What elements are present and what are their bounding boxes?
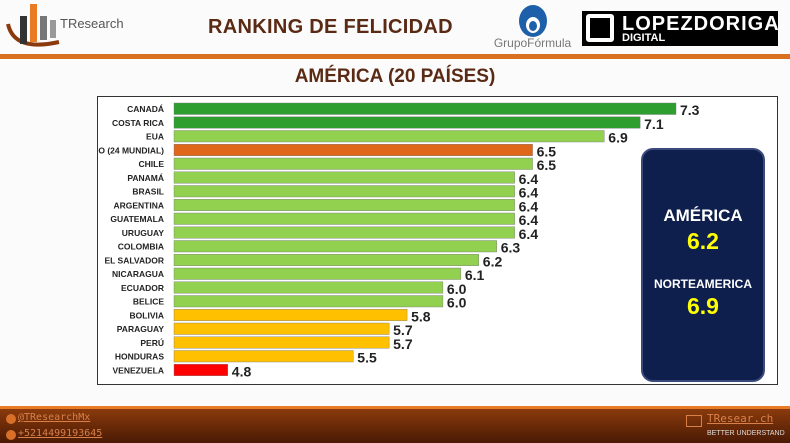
header-divider — [0, 54, 790, 59]
bar — [173, 226, 515, 239]
data-label: 6.3 — [501, 240, 521, 256]
bar — [173, 171, 515, 184]
bar — [173, 336, 390, 349]
data-label: 6.5 — [537, 143, 557, 159]
data-label: 5.7 — [393, 336, 413, 352]
data-label: 4.8 — [232, 363, 252, 379]
site-link[interactable]: TResear.ch — [707, 412, 774, 425]
whatsapp-icon — [6, 430, 16, 440]
bar — [173, 364, 228, 376]
digital-text: DIGITAL — [622, 32, 666, 44]
category-label: NICARAGUA — [112, 269, 164, 279]
grupo-formula-icon — [518, 5, 547, 37]
category-label: PANAMÁ — [127, 173, 164, 183]
bar — [173, 295, 444, 308]
bar — [173, 254, 479, 266]
bar — [173, 199, 515, 211]
category-label: URUGUAY — [122, 228, 165, 238]
category-label: BELICE — [133, 297, 165, 307]
category-label: BRASIL — [132, 187, 164, 197]
lopezdoriga-text: LOPEZDORIGA — [622, 13, 780, 35]
data-label: 6.0 — [447, 295, 467, 311]
page-title: RANKING DE FELICIDAD — [208, 16, 453, 38]
bar-chart: CANADÁ 7.3 COSTA RICA 7.1 EUA 6.9 MÉXICO (24 M… — [71, 102, 700, 379]
category-label: EL SALVADOR — [104, 255, 164, 265]
phone-link[interactable]: +5214499193645 — [18, 428, 103, 439]
category-label: PERÚ — [140, 337, 164, 348]
lopezdoriga-logo: LOPEZDORIGA DIGITAL — [582, 11, 780, 46]
chart-title: AMÉRICA (20 PAÍSES) — [294, 66, 496, 87]
bar — [173, 350, 354, 363]
bar — [173, 144, 533, 156]
bar — [173, 116, 641, 129]
bar — [173, 130, 605, 143]
footer: @TResearchMx +5214499193645 TResear.ch B… — [0, 406, 790, 443]
bar — [173, 281, 444, 294]
category-label: CHILE — [139, 159, 165, 169]
data-label: 5.7 — [393, 322, 413, 338]
category-label: VENEZUELA — [113, 365, 164, 375]
data-label: 6.0 — [447, 281, 467, 297]
bar — [173, 240, 497, 253]
data-label: 6.2 — [483, 253, 503, 269]
data-label: 5.5 — [357, 350, 377, 366]
data-label: 6.4 — [519, 212, 539, 228]
bar — [173, 102, 677, 115]
america-label: AMÉRICA — [663, 206, 743, 225]
norteamerica-label: NORTEAMERICA — [654, 277, 752, 291]
category-label: ECUADOR — [121, 283, 164, 293]
tresearch-footer-icon — [686, 415, 702, 427]
category-label: COSTA RICA — [112, 118, 164, 128]
data-label: 6.4 — [519, 171, 539, 187]
america-value: 6.2 — [687, 228, 719, 254]
tagline: BETTER UNDERSTAND — [707, 430, 785, 437]
category-label: ARGENTINA — [113, 200, 164, 210]
bar — [173, 322, 390, 335]
bar — [173, 309, 408, 321]
category-label: GUATEMALA — [110, 214, 164, 224]
category-label: EUA — [146, 132, 164, 142]
norteamerica-value: 6.9 — [687, 293, 719, 319]
twitter-icon — [6, 414, 16, 424]
data-label: 6.1 — [465, 267, 485, 283]
brand-name: TResearch — [60, 16, 124, 31]
grupo-formula-logo: GrupoFórmula — [490, 4, 575, 50]
category-label: BOLIVIA — [130, 310, 164, 320]
bar — [173, 267, 462, 280]
data-label: 5.8 — [411, 308, 431, 324]
category-label: CANADÁ — [127, 104, 164, 114]
summary-box: AMÉRICA 6.2 NORTEAMERICA 6.9 — [641, 148, 765, 382]
data-label: 6.4 — [519, 198, 539, 214]
data-label: 7.3 — [680, 102, 700, 118]
data-label: 6.4 — [519, 185, 539, 201]
category-label: MÉXICO (24 MUNDIAL) — [98, 145, 164, 155]
category-label: HONDURAS — [115, 352, 164, 362]
grupo-formula-text: GrupoFórmula — [493, 36, 572, 50]
bar — [173, 212, 515, 225]
bar — [173, 185, 515, 198]
category-label: COLOMBIA — [118, 242, 164, 252]
bar — [173, 157, 533, 170]
tresearch-logo — [6, 4, 60, 47]
data-label: 6.9 — [608, 130, 628, 146]
category-label: PARAGUAY — [117, 324, 165, 334]
data-label: 7.1 — [644, 116, 664, 132]
twitter-link[interactable]: @TResearchMx — [18, 412, 91, 423]
data-label: 6.5 — [537, 157, 557, 173]
data-label: 6.4 — [519, 226, 539, 242]
